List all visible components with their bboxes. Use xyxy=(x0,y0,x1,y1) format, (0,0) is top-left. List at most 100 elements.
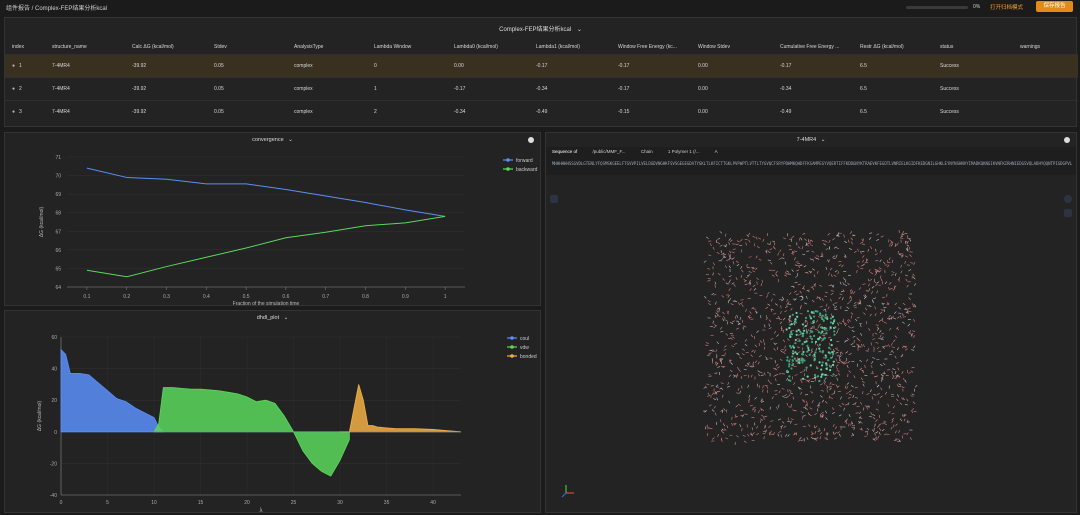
table-cell: 2 xyxy=(367,99,447,123)
table-cell: -0.34 xyxy=(773,76,853,100)
x-tick-label: 15 xyxy=(198,500,204,506)
dhdl-title-text: dhdl_plot xyxy=(256,315,280,321)
table-cell: 0.05 xyxy=(207,76,287,100)
axes-gizmo-icon xyxy=(561,485,574,498)
column-header-13[interactable]: warnings xyxy=(1020,43,1041,50)
table-cell: -0.17 xyxy=(529,53,611,77)
table-title-text: Complex-FEP结果分析kcal xyxy=(499,27,572,33)
table-cell: complex xyxy=(287,76,367,100)
y-axis-label: ΔG (kcal/mol) xyxy=(39,207,45,238)
table-cell: 7-4MR4 xyxy=(45,76,125,100)
molecule-view[interactable] xyxy=(546,181,1076,511)
x-tick-label: 0.4 xyxy=(203,294,210,300)
column-header-0[interactable]: index xyxy=(12,43,24,50)
y-tick-label: 68 xyxy=(55,211,61,217)
convergence-title[interactable]: convergence ⌄ xyxy=(5,137,540,143)
column-header-3[interactable]: Stdev xyxy=(214,43,227,50)
convergence-panel: convergence ⌄ 64 65 66 67 68 69 70 71 0.1 0.2 0.3 0… xyxy=(4,132,541,306)
column-header-5[interactable]: Lambda Window xyxy=(374,43,412,50)
table-cell: -39.92 xyxy=(125,99,207,123)
legend-marker xyxy=(510,336,514,340)
x-tick-label: 0 xyxy=(60,500,63,506)
sequence-controls: Sequence of /public/MMF_F... Chain 1 Pol… xyxy=(552,149,732,154)
column-header-10[interactable]: Cumulative Free Energy ... xyxy=(780,43,840,50)
x-tick-label: 0.3 xyxy=(163,294,170,300)
y-tick-label: 65 xyxy=(55,266,61,272)
save-report-button[interactable]: 保存报告 xyxy=(1036,1,1073,12)
chain-select[interactable]: 1 Polymer 1 (/... xyxy=(667,149,700,154)
sequence-file-select[interactable]: /public/MMF_F... xyxy=(592,149,626,154)
x-tick-label: 0.1 xyxy=(83,294,90,300)
table-cell: ● 1 xyxy=(5,53,45,77)
row-bullet-icon: ● xyxy=(12,85,16,92)
info-icon[interactable] xyxy=(1064,137,1070,143)
table-row[interactable]: ● 1 7-4MR4 -39.92 0.05 complex 0 0.00 -0.17 -0.17… xyxy=(5,53,1078,77)
column-header-4[interactable]: AnalysisType xyxy=(294,43,324,50)
column-header-11[interactable]: Restr ΔG (kcal/mol) xyxy=(860,43,904,50)
table-cell xyxy=(1013,76,1078,100)
viewer-title[interactable]: 7-4MR4 ⌄ xyxy=(546,137,1076,143)
y-tick-label: 40 xyxy=(51,367,57,373)
x-tick-label: 25 xyxy=(291,500,297,506)
sequence-label: Sequence of xyxy=(552,149,578,154)
x-tick-label: 5 xyxy=(106,500,109,506)
table-cell: complex xyxy=(287,99,367,123)
column-header-8[interactable]: Window Free Energy (kc... xyxy=(618,43,677,50)
legend-label: forward xyxy=(516,158,533,164)
chevron-down-icon[interactable]: ⌄ xyxy=(576,27,582,33)
table-row[interactable]: ● 3 7-4MR4 -39.92 0.05 complex 2 -0.34 -0.49 -0.1… xyxy=(5,99,1078,123)
dhdl-chart: -40 -20 0 20 40 60 0 5 10 15 20 25 30 35 40 λ ΔG (kcal/m… xyxy=(37,335,537,513)
chevron-down-icon[interactable]: ⌄ xyxy=(288,137,293,143)
structure-viewer-panel: 7-4MR4 ⌄ Sequence of /public/MMF_F... Ch… xyxy=(545,132,1077,513)
top-bar: 组件报告 / Complex-FEP结果分析kcal 0% 打开归档模式 保存报… xyxy=(0,0,1080,14)
info-icon[interactable] xyxy=(528,137,534,143)
x-tick-label: 40 xyxy=(430,500,436,506)
table-cell: complex xyxy=(287,53,367,77)
column-header-12[interactable]: status xyxy=(940,43,954,50)
legend-marker xyxy=(506,158,510,162)
dhdl-panel: dhdl_plot ⌄ -40 -20 0 20 40 60 0 5 10 15 20 25 30 35 4… xyxy=(4,310,541,513)
y-tick-label: 71 xyxy=(55,155,61,161)
open-archive-button[interactable]: 打开归档模式 xyxy=(990,5,1024,11)
x-tick-label: 0.8 xyxy=(362,294,369,300)
table-cell: -0.17 xyxy=(611,53,691,77)
series-area-bonded xyxy=(340,384,462,433)
legend-label: backward xyxy=(516,167,538,173)
sequence-text[interactable]: MHHHHHHSSGVDLGTENLYFQSMSKGEELFTGVVPILVEL… xyxy=(552,161,1072,166)
dhdl-title[interactable]: dhdl_plot ⌄ xyxy=(5,315,540,321)
table-cell: Success xyxy=(933,99,1013,123)
expand-icon[interactable] xyxy=(1064,209,1072,217)
table-row[interactable]: ● 2 7-4MR4 -39.92 0.05 complex 1 -0.17 -0.34 -0.1… xyxy=(5,76,1078,100)
y-tick-label: 66 xyxy=(55,248,61,254)
viewer-title-text: 7-4MR4 xyxy=(796,137,817,143)
x-tick-label: 0.6 xyxy=(282,294,289,300)
table-title[interactable]: Complex-FEP结果分析kcal ⌄ xyxy=(5,24,1076,33)
column-header-9[interactable]: Window Stdev xyxy=(698,43,730,50)
column-header-1[interactable]: structure_name xyxy=(52,43,87,50)
y-axis-label: ΔG (kcal/mol) xyxy=(37,401,43,432)
series-line-forward xyxy=(86,167,446,217)
x-tick-label: 10 xyxy=(151,500,157,506)
y-tick-label: -20 xyxy=(50,461,57,467)
settings-icon[interactable] xyxy=(1064,195,1072,203)
legend-label: vdw xyxy=(520,345,529,351)
table-cell: 0.05 xyxy=(207,53,287,77)
chevron-down-icon[interactable]: ⌄ xyxy=(283,315,289,321)
table-cell: -0.17 xyxy=(773,53,853,77)
y-tick-label: 67 xyxy=(55,229,61,235)
table-cell: 0.00 xyxy=(447,53,529,77)
table-cell xyxy=(1013,53,1078,77)
y-tick-label: 69 xyxy=(55,192,61,198)
table-cell: 7-4MR4 xyxy=(45,99,125,123)
convergence-title-text: convergence xyxy=(252,137,284,143)
chevron-down-icon[interactable]: ⌄ xyxy=(820,137,826,143)
x-axis-label: Fraction of the simulation time xyxy=(233,301,300,305)
camera-icon[interactable] xyxy=(550,195,558,203)
column-header-7[interactable]: Lambda1 (kcal/mol) xyxy=(536,43,580,50)
x-tick-label: 35 xyxy=(384,500,390,506)
breadcrumb[interactable]: 组件报告 / Complex-FEP结果分析kcal xyxy=(6,6,108,12)
table-cell: -39.92 xyxy=(125,53,207,77)
table-cell: 0.00 xyxy=(691,99,773,123)
column-header-2[interactable]: Calc ΔG (kcal/mol) xyxy=(132,43,174,50)
column-header-6[interactable]: Lambda0 (kcal/mol) xyxy=(454,43,498,50)
